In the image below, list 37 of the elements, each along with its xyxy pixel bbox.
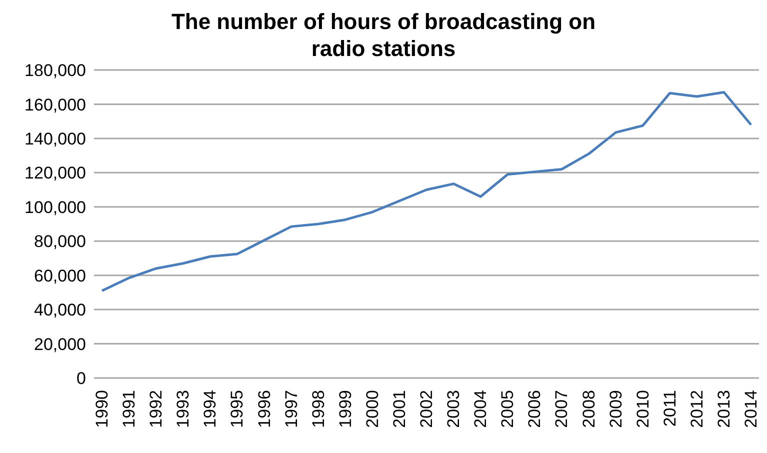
y-tick-label: 0	[76, 369, 86, 388]
x-tick-label: 1996	[254, 390, 274, 428]
x-tick-label: 2006	[525, 390, 544, 428]
x-tick-label: 2001	[390, 390, 409, 428]
y-tick-label: 180,000	[24, 61, 86, 80]
x-tick-label: 2011	[660, 390, 680, 427]
chart-title: The number of hours of broadcasting on radio stations	[170, 8, 597, 62]
line-series	[100, 90, 752, 292]
y-tick-label: 60,000	[34, 266, 86, 286]
x-tick-label: 1991	[120, 390, 139, 428]
x-tick-label: 2008	[579, 390, 598, 428]
y-tick-label: 80,000	[34, 232, 86, 252]
x-tick-label: 2007	[552, 390, 572, 428]
x-tick-label: 1990	[92, 390, 112, 428]
y-tick-label: 140,000	[24, 129, 86, 148]
x-tick-label: 1992	[146, 390, 166, 428]
x-tick-label: 2014	[742, 390, 760, 428]
y-tick-label: 100,000	[24, 198, 86, 217]
x-tick-label: 1998	[308, 390, 328, 428]
x-tick-label: 2010	[633, 390, 652, 428]
x-tick-label: 2013	[714, 390, 734, 428]
x-tick-label: 1995	[228, 390, 247, 428]
x-tick-label: 2000	[362, 390, 382, 428]
x-tick-label: 1993	[174, 390, 193, 428]
x-tick-label: 1999	[336, 390, 355, 428]
y-tick-label: 20,000	[34, 334, 86, 354]
y-tick-label: 160,000	[24, 95, 86, 114]
x-tick-label: 1994	[200, 390, 220, 428]
y-tick-label: 120,000	[24, 164, 86, 183]
y-tick-label: 40,000	[34, 300, 86, 320]
x-tick-label: 2009	[606, 390, 626, 428]
x-tick-label: 2002	[417, 390, 436, 428]
x-tick-label: 2005	[498, 390, 518, 428]
x-tick-label: 2004	[471, 390, 490, 428]
x-tick-label: 2012	[687, 390, 706, 428]
x-tick-label: 1997	[282, 390, 301, 428]
x-tick-label: 2003	[444, 390, 464, 428]
